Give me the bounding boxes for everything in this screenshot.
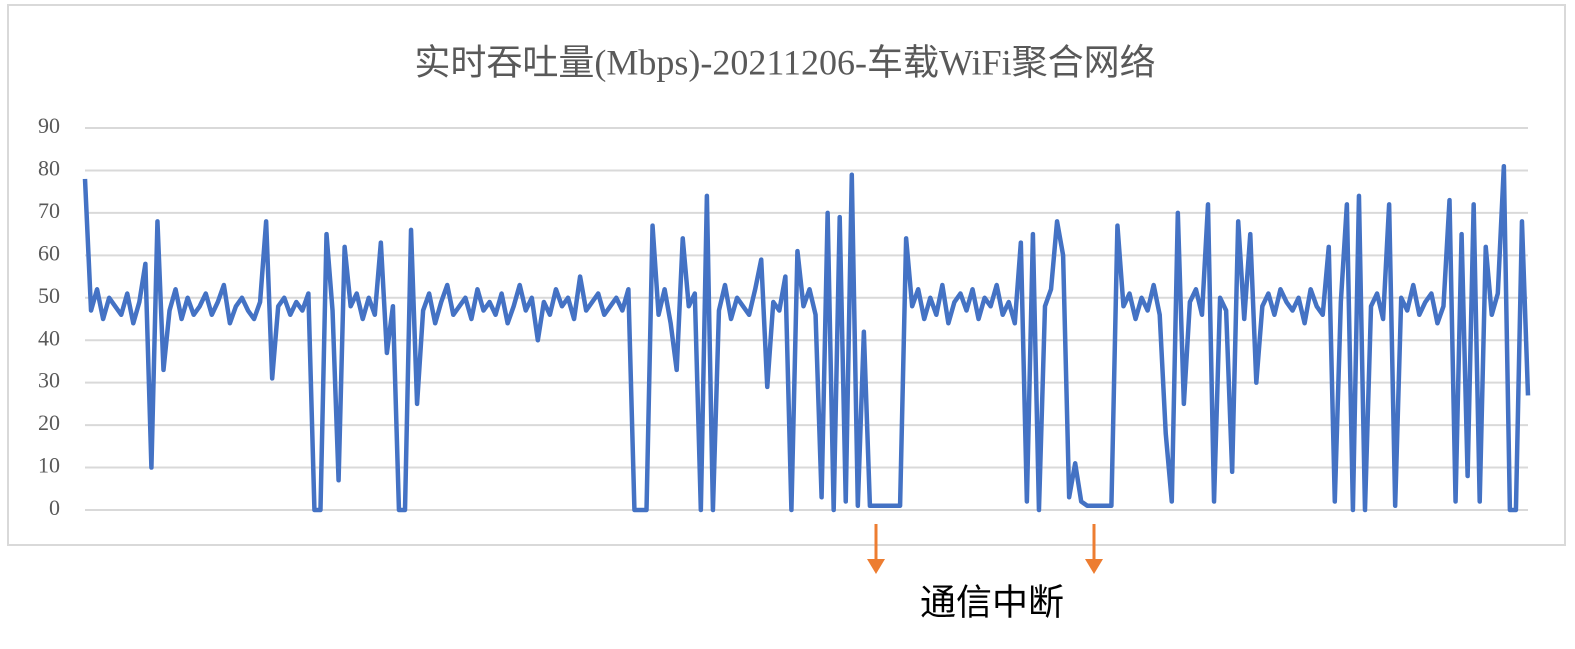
y-tick-label: 90	[38, 113, 60, 138]
annotation-arrows	[867, 524, 1103, 574]
y-tick-label: 60	[38, 240, 60, 265]
y-tick-label: 80	[38, 155, 60, 180]
y-tick-label: 20	[38, 410, 60, 435]
y-tick-label: 70	[38, 198, 60, 223]
y-tick-label: 10	[38, 453, 60, 478]
arrow-head	[867, 559, 885, 574]
y-tick-label: 30	[38, 368, 60, 393]
chart-title: 实时吞吐量(Mbps)-20211206-车载WiFi聚合网络	[414, 42, 1155, 82]
annotation: 通信中断	[920, 582, 1064, 622]
arrow-head	[1085, 559, 1103, 574]
y-tick-label: 0	[49, 495, 60, 520]
data-line	[82, 163, 1531, 513]
y-tick-label: 50	[38, 283, 60, 308]
y-tick-label: 40	[38, 325, 60, 350]
